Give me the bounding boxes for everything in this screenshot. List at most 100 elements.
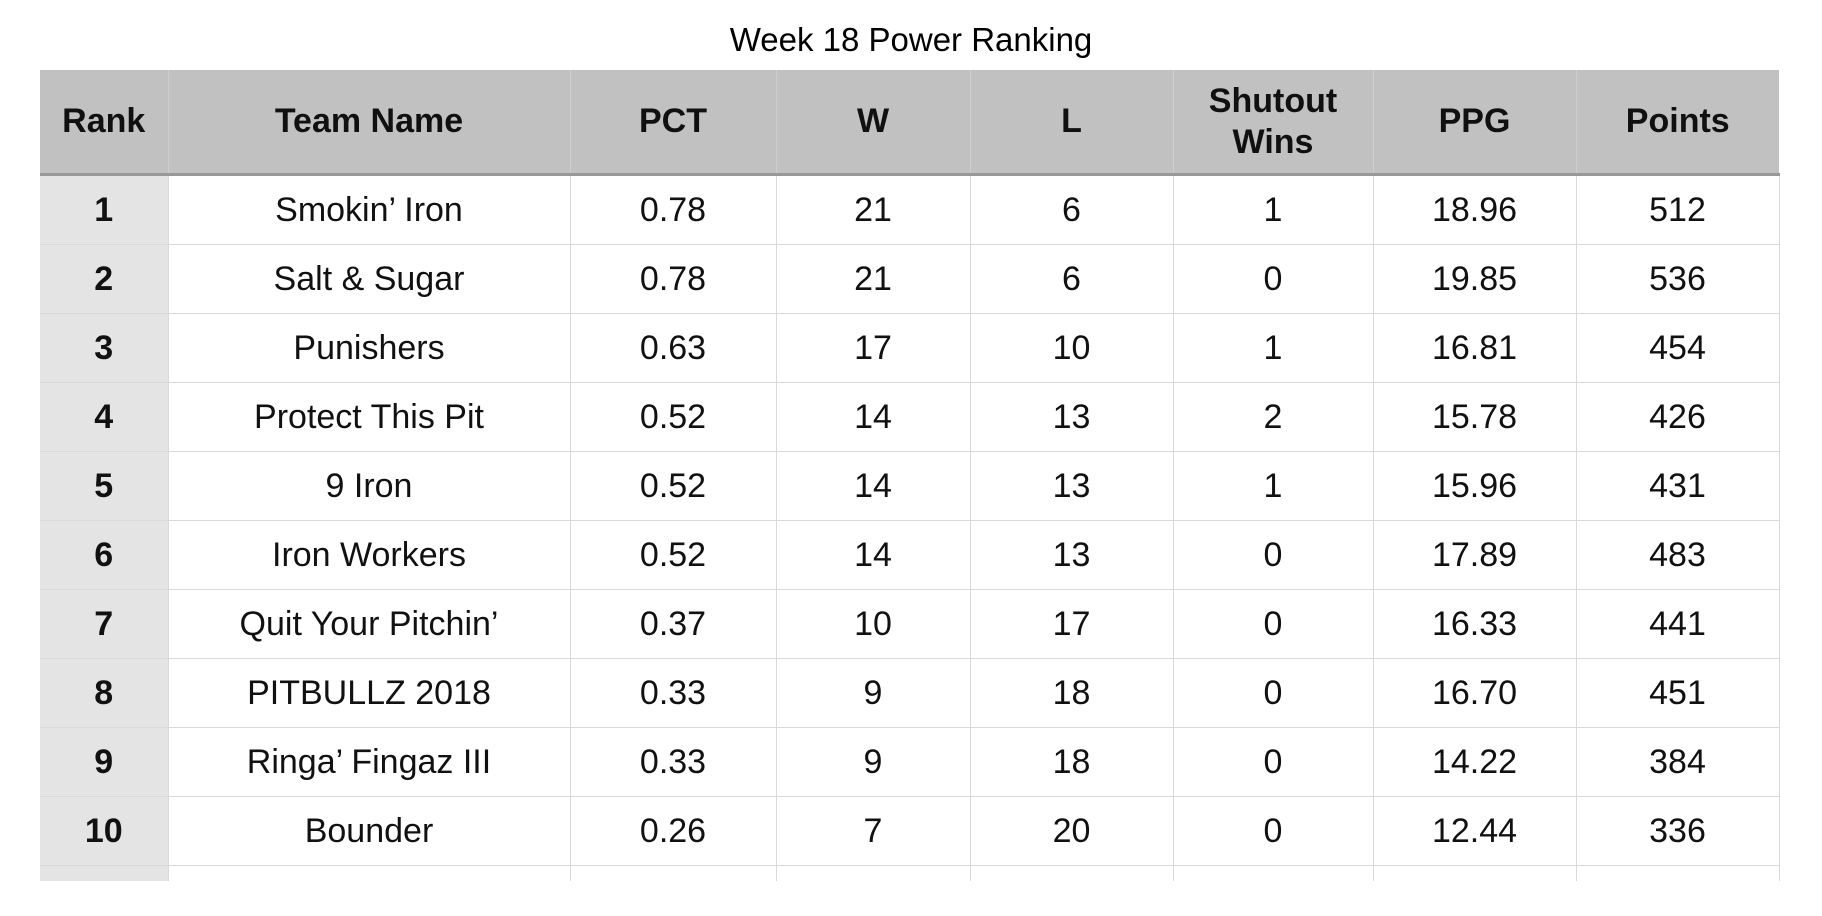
team-cell: Bounder: [167, 796, 570, 866]
shutout-wins-cell: 1: [1172, 451, 1373, 521]
pct-cell: 0.26: [569, 796, 776, 866]
w-cell: 14: [775, 382, 970, 452]
table-row: 3 Punishers 0.63 17 10 1 16.81 454: [40, 313, 1780, 383]
col-header-pct: PCT: [569, 70, 776, 176]
points-cell: 512: [1575, 174, 1780, 245]
col-header-points: Points: [1575, 70, 1779, 176]
empty-cell: [775, 865, 970, 881]
points-cell: 454: [1575, 313, 1780, 383]
shutout-wins-cell: 0: [1172, 727, 1373, 797]
col-header-ppg: PPG: [1372, 70, 1576, 176]
team-cell: Ringa’ Fingaz III: [167, 727, 570, 797]
power-ranking-table: Rank Team Name PCT W L Shutout Wins PPG …: [40, 70, 1780, 881]
pct-cell: 0.37: [569, 589, 776, 659]
rank-cell: 8: [40, 658, 168, 728]
ppg-cell: 16.81: [1372, 313, 1576, 383]
points-cell: 431: [1575, 451, 1780, 521]
empty-cell: [40, 865, 168, 881]
empty-cell: [1575, 865, 1780, 881]
l-cell: 20: [969, 796, 1173, 866]
points-cell: 536: [1575, 244, 1780, 314]
ppg-cell: 18.96: [1372, 174, 1576, 245]
l-cell: 17: [969, 589, 1173, 659]
l-cell: 13: [969, 520, 1173, 590]
col-header-team-name: Team Name: [167, 70, 570, 176]
team-cell: 9 Iron: [167, 451, 570, 521]
table-row: 6 Iron Workers 0.52 14 13 0 17.89 483: [40, 520, 1780, 590]
w-cell: 21: [775, 244, 970, 314]
table-row: 10 Bounder 0.26 7 20 0 12.44 336: [40, 796, 1780, 866]
table-row: 2 Salt & Sugar 0.78 21 6 0 19.85 536: [40, 244, 1780, 314]
shutout-wins-cell: 2: [1172, 382, 1373, 452]
ppg-cell: 16.33: [1372, 589, 1576, 659]
empty-cell: [969, 865, 1173, 881]
points-cell: 483: [1575, 520, 1780, 590]
w-cell: 17: [775, 313, 970, 383]
table-row: 1 Smokin’ Iron 0.78 21 6 1 18.96 512: [40, 174, 1780, 245]
col-header-losses: L: [969, 70, 1173, 176]
ppg-cell: 14.22: [1372, 727, 1576, 797]
points-cell: 441: [1575, 589, 1780, 659]
points-cell: 451: [1575, 658, 1780, 728]
l-cell: 10: [969, 313, 1173, 383]
pct-cell: 0.78: [569, 174, 776, 245]
ppg-cell: 17.89: [1372, 520, 1576, 590]
points-cell: 336: [1575, 796, 1780, 866]
rank-cell: 9: [40, 727, 168, 797]
shutout-wins-cell: 0: [1172, 244, 1373, 314]
ppg-cell: 15.78: [1372, 382, 1576, 452]
team-cell: Punishers: [167, 313, 570, 383]
rank-cell: 3: [40, 313, 168, 383]
team-cell: Iron Workers: [167, 520, 570, 590]
empty-cell: [167, 865, 570, 881]
header-row: Rank Team Name PCT W L Shutout Wins PPG …: [40, 70, 1779, 176]
team-cell: Salt & Sugar: [167, 244, 570, 314]
table-row: 7 Quit Your Pitchin’ 0.37 10 17 0 16.33 441: [40, 589, 1780, 659]
w-cell: 10: [775, 589, 970, 659]
ppg-cell: 19.85: [1372, 244, 1576, 314]
empty-cell: [1172, 865, 1373, 881]
shutout-wins-cell: 1: [1172, 174, 1373, 245]
col-header-wins: W: [775, 70, 970, 176]
rank-cell: 7: [40, 589, 168, 659]
rank-cell: 5: [40, 451, 168, 521]
pct-cell: 0.52: [569, 451, 776, 521]
shutout-wins-cell: 0: [1172, 658, 1373, 728]
w-cell: 14: [775, 520, 970, 590]
l-cell: 13: [969, 382, 1173, 452]
partial-empty-row: [40, 865, 1780, 881]
l-cell: 18: [969, 727, 1173, 797]
rank-cell: 1: [40, 174, 168, 245]
team-cell: Protect This Pit: [167, 382, 570, 452]
table-row: 4 Protect This Pit 0.52 14 13 2 15.78 426: [40, 382, 1780, 452]
w-cell: 9: [775, 727, 970, 797]
rank-cell: 2: [40, 244, 168, 314]
shutout-wins-cell: 1: [1172, 313, 1373, 383]
pct-cell: 0.33: [569, 727, 776, 797]
table-row: 9 Ringa’ Fingaz III 0.33 9 18 0 14.22 384: [40, 727, 1780, 797]
table-row: 8 PITBULLZ 2018 0.33 9 18 0 16.70 451: [40, 658, 1780, 728]
points-cell: 384: [1575, 727, 1780, 797]
l-cell: 6: [969, 174, 1173, 245]
l-cell: 13: [969, 451, 1173, 521]
chart-title: Week 18 Power Ranking: [729, 21, 1093, 58]
rank-cell: 10: [40, 796, 168, 866]
pct-cell: 0.63: [569, 313, 776, 383]
w-cell: 7: [775, 796, 970, 866]
rank-cell: 4: [40, 382, 168, 452]
w-cell: 14: [775, 451, 970, 521]
shutout-wins-cell: 0: [1172, 796, 1373, 866]
empty-cell: [1372, 865, 1576, 881]
shutout-wins-cell: 0: [1172, 520, 1373, 590]
ppg-cell: 12.44: [1372, 796, 1576, 866]
team-cell: Quit Your Pitchin’: [167, 589, 570, 659]
rank-cell: 6: [40, 520, 168, 590]
points-cell: 426: [1575, 382, 1780, 452]
l-cell: 18: [969, 658, 1173, 728]
w-cell: 9: [775, 658, 970, 728]
team-cell: PITBULLZ 2018: [167, 658, 570, 728]
table-header: Rank Team Name PCT W L Shutout Wins PPG …: [40, 70, 1779, 176]
pct-cell: 0.52: [569, 520, 776, 590]
